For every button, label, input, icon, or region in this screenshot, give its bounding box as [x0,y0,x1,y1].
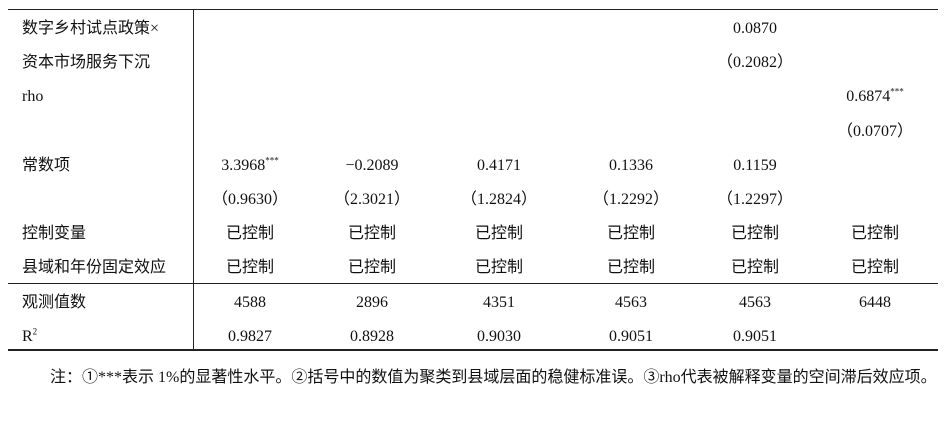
table-cell: 0.6874*** [846,87,904,107]
table-cell: （1.2824） [460,191,538,208]
row-label: 常数项 [22,156,71,174]
table-cell: 0.1336 [609,156,653,174]
table-cell: 0.9051 [609,327,653,345]
table-cell: 已控制 [850,225,900,243]
table-cell: 已控制 [225,225,275,243]
table-cell: 已控制 [606,259,656,277]
table-cell: 0.0870 [733,20,777,37]
superscript: *** [890,87,904,98]
table-cell: 4563 [739,293,771,311]
superscript: *** [265,155,279,166]
table-cell: 0.4171 [477,156,521,174]
row-label: 数字乡村试点政策× [22,20,160,37]
table-cell: （0.9630） [211,191,289,208]
superscript: 2 [32,326,38,337]
cell-text: 0.6874 [846,88,891,106]
table-cell: 0.1159 [733,156,777,174]
table-cell: 0.8928 [350,327,394,345]
row-label: rho [22,88,44,106]
row-label: 县域和年份固定效应 [22,259,167,277]
table-cell: 4588 [234,293,266,311]
row-label: 控制变量 [22,225,87,243]
table-cell: −0.2089 [345,156,399,174]
table-cell: 已控制 [850,259,900,277]
table-cell: （0.2082） [716,54,794,72]
table-cell: 已控制 [606,225,656,243]
table-cell: （1.2297） [716,191,794,208]
table-cell: 已控制 [347,225,397,243]
row-label: 观测值数 [22,293,87,311]
table-cell: （1.2292） [592,191,670,208]
cell-text: 3.3968 [221,156,266,174]
table-cell: 已控制 [474,225,524,243]
row-label: R2 [22,327,37,347]
column-divider [193,9,194,351]
table-cell: 已控制 [730,225,780,243]
mid-rule [8,283,938,284]
row-label: 资本市场服务下沉 [22,54,151,72]
table-cell: 0.9030 [477,327,521,345]
bottom-rule [8,349,938,351]
table-cell: 已控制 [225,259,275,277]
table-note: 注：①***表示 1%的显著性水平。②括号中的数值为聚类到县域层面的稳健标准误。… [50,369,937,386]
table-cell: （0.0707） [836,122,914,140]
table-cell: 6448 [859,293,891,311]
table-cell: 0.9827 [228,327,272,345]
table-cell: 已控制 [730,259,780,277]
table-cell: 已控制 [347,259,397,277]
table-cell: 已控制 [474,259,524,277]
table-cell: 2896 [356,293,388,311]
table-cell: 0.9051 [733,327,777,345]
table-cell: 3.3968*** [221,156,279,176]
table-cell: 4351 [483,293,515,311]
table-cell: （2.3021） [333,191,411,208]
top-rule [8,9,938,10]
table-cell: 4563 [615,293,647,311]
cell-text: R [22,327,33,345]
